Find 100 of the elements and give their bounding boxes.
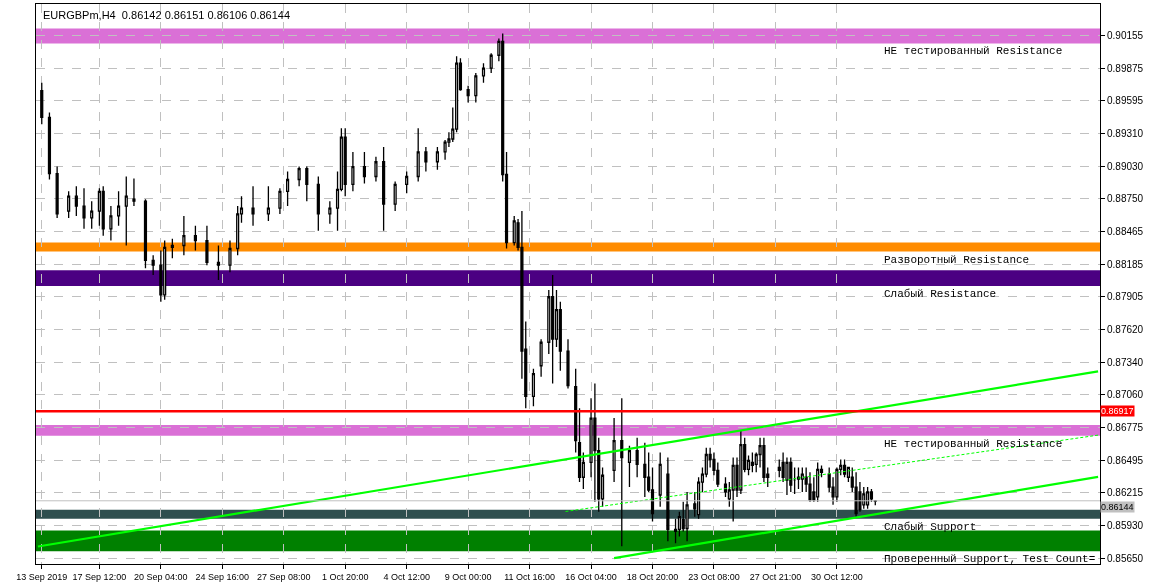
x-tick-label: 16 Oct 04:00 (565, 571, 617, 582)
candlestick (251, 185, 255, 227)
candlestick (109, 205, 113, 242)
candlestick (635, 437, 639, 478)
candlestick (90, 200, 94, 230)
candlestick (328, 200, 332, 225)
band-label: Слабый Support (884, 521, 977, 533)
candlestick (785, 456, 789, 496)
candlestick (74, 185, 78, 217)
x-tick-label: 27 Sep 08:00 (256, 571, 311, 582)
chart-title: EURGBPm,H4 0.86142 0.86151 0.86106 0.86144 (43, 9, 291, 21)
candlestick (762, 437, 766, 483)
candlestick (539, 338, 543, 378)
candlestick (627, 445, 632, 488)
candlestick (489, 52, 493, 74)
candlestick (286, 170, 290, 207)
y-tick-label: 0.85930 (1107, 520, 1144, 532)
candlestick (382, 146, 386, 232)
candlestick (435, 146, 439, 171)
candlestick (750, 451, 754, 473)
candlestick (47, 111, 52, 181)
y-tick-label: 0.87340 (1107, 356, 1144, 368)
candlestick (424, 146, 428, 173)
candlestick (40, 82, 44, 125)
candlestick (101, 185, 105, 237)
candlestick (124, 175, 128, 247)
candlestick (466, 85, 470, 104)
x-tick-label: 17 Sep 12:00 (72, 571, 127, 582)
candlestick (842, 458, 847, 478)
x-tick-label: 9 Oct 00:00 (444, 571, 492, 582)
x-tick-label: 4 Oct 12:00 (383, 571, 430, 582)
candlestick (793, 466, 797, 495)
candlestick (620, 397, 624, 547)
candlestick (182, 215, 186, 256)
x-tick-label: 13 Sep 2019 (16, 571, 68, 582)
candlestick (862, 486, 866, 510)
candlestick (82, 187, 86, 230)
candlestick (316, 175, 320, 232)
candlestick (731, 456, 735, 523)
y-tick-label: 0.85650 (1107, 552, 1144, 564)
candlestick (531, 368, 536, 407)
x-tick-label: 23 Oct 08:00 (688, 571, 740, 582)
x-tick-label: 30 Oct 12:00 (811, 571, 863, 582)
y-tick-label: 0.88185 (1107, 258, 1144, 270)
y-tick-label: 0.88750 (1107, 193, 1144, 205)
candlestick (151, 254, 155, 276)
candlestick (866, 486, 870, 510)
candlestick (297, 165, 301, 187)
x-tick-label: 20 Sep 04:00 (134, 571, 188, 582)
x-tick-label: 27 Oct 21:00 (749, 571, 802, 582)
candlestick (808, 471, 812, 503)
candlestick (551, 274, 555, 385)
candlestick (566, 338, 570, 390)
candlestick (143, 198, 148, 269)
y-tick-label: 0.89310 (1107, 128, 1144, 140)
candlestick (228, 239, 232, 273)
y-tick-label: 0.89030 (1107, 160, 1144, 172)
candlestick (343, 127, 347, 197)
candlestick (216, 244, 221, 281)
y-tick-label: 0.89595 (1107, 95, 1144, 106)
x-tick-label: 24 Sep 16:00 (195, 571, 250, 582)
y-tick-label: 0.86495 (1107, 454, 1144, 466)
x-tick-label: 1 Oct 20:00 (321, 571, 369, 582)
candlestick (351, 151, 355, 192)
candlestick (132, 177, 136, 207)
candlestick (816, 461, 820, 503)
candlestick (474, 72, 478, 104)
candlestick (374, 156, 378, 183)
y-tick-label: 0.88465 (1107, 226, 1144, 238)
band-label: Слабый Resistance (884, 288, 997, 300)
candlestick (612, 417, 616, 483)
candlestick (170, 238, 174, 260)
y-tick-label: 0.86775 (1107, 422, 1144, 434)
candlestick (67, 190, 71, 219)
candlestick (405, 170, 409, 194)
candlestick (193, 225, 197, 252)
candlestick (205, 225, 209, 266)
x-tick-label: 18 Oct 20:00 (626, 571, 679, 582)
candlestick (658, 451, 662, 508)
candlestick (278, 187, 282, 215)
candlestick (739, 429, 743, 495)
y-tick-label: 0.87905 (1107, 291, 1144, 303)
candlestick (666, 456, 670, 542)
y-tick-label: 0.86215 (1107, 487, 1144, 499)
candlestick (854, 471, 858, 518)
candlestick (163, 239, 167, 301)
candlestick (362, 151, 367, 185)
candlestick (55, 165, 59, 219)
candlestick (643, 442, 647, 498)
candlestick (416, 127, 420, 183)
candlestick (305, 165, 309, 202)
ref-line-label: 0.86144 (1101, 502, 1134, 512)
y-tick-label: 0.87060 (1107, 389, 1144, 401)
candlestick (393, 180, 397, 212)
candlestick (266, 185, 270, 222)
band-label: НЕ тестированный Resistance (884, 45, 1063, 57)
candlestick (685, 491, 689, 542)
ref-line-label: 0.86917 (1101, 406, 1134, 416)
y-tick-label: 0.90155 (1107, 30, 1144, 42)
band-label: Проверенный Support, Test Count= (884, 553, 1096, 565)
